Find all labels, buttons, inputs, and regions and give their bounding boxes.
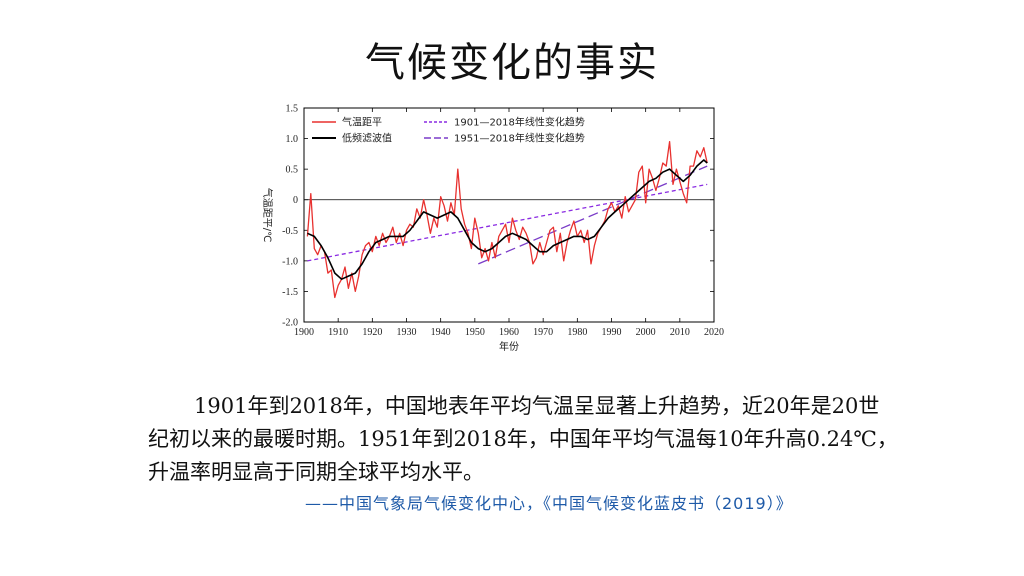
trend-1901-line [307,183,708,262]
legend-label: 气温距平 [342,116,382,129]
plot-frame [303,107,715,323]
x-tick-label: 1900 [294,327,314,338]
x-tick-label: 1920 [362,327,382,338]
slide-title: 气候变化的事实 [365,40,659,86]
chart-svg: 1900 1910 1920 1930 1940 1950 1960 1970 1980 1990… [261,104,724,354]
x-tick-label: 1930 [397,327,417,338]
x-tick-label: 2000 [636,327,656,338]
x-tick-label: 2010 [670,327,690,338]
x-tick-label: 1960 [499,327,519,338]
y-tick-label: 0.5 [286,165,299,176]
legend-label: 1951—2018年线性变化趋势 [454,132,585,145]
paragraph-text: 1901年到2018年，中国地表年平均气温呈显著上升趋势，近20年是20世纪初以… [148,394,898,484]
x-tick-label: 1990 [602,327,622,338]
y-axis-title: 气温距平/℃ [261,188,274,243]
x-tick-label: 2020 [704,327,724,338]
y-tick-label: 1.0 [286,134,299,145]
source-citation: ——中国气象局气候变化中心，《中国气候变化蓝皮书（2019）》 [305,494,793,513]
y-tick-label: 1.5 [286,104,299,115]
y-tick-label: -2.0 [282,318,298,329]
x-tick-label: 1980 [567,327,587,338]
legend-label: 低频滤波值 [342,132,392,145]
x-tick-label: 1940 [431,327,451,338]
temperature-anomaly-chart: 1900 1910 1920 1930 1940 1950 1960 1970 1980 1990… [250,100,730,370]
y-tick-label: -1.0 [282,256,298,267]
legend-label: 1901—2018年线性变化趋势 [454,116,585,129]
trend-1951-line [478,165,708,265]
y-tick-label: -0.5 [282,226,298,237]
x-axis-title: 年份 [499,340,519,353]
smoothed-series-line [307,159,708,280]
x-tick-label: 1910 [328,327,348,338]
y-tick-label: -1.5 [282,287,298,298]
x-tick-label: 1950 [465,327,485,338]
x-tick-label: 1970 [533,327,553,338]
y-tick-label: 0 [293,195,298,206]
body-paragraph: 1901年到2018年，中国地表年平均气温呈显著上升趋势，近20年是20世纪初以… [148,390,898,489]
